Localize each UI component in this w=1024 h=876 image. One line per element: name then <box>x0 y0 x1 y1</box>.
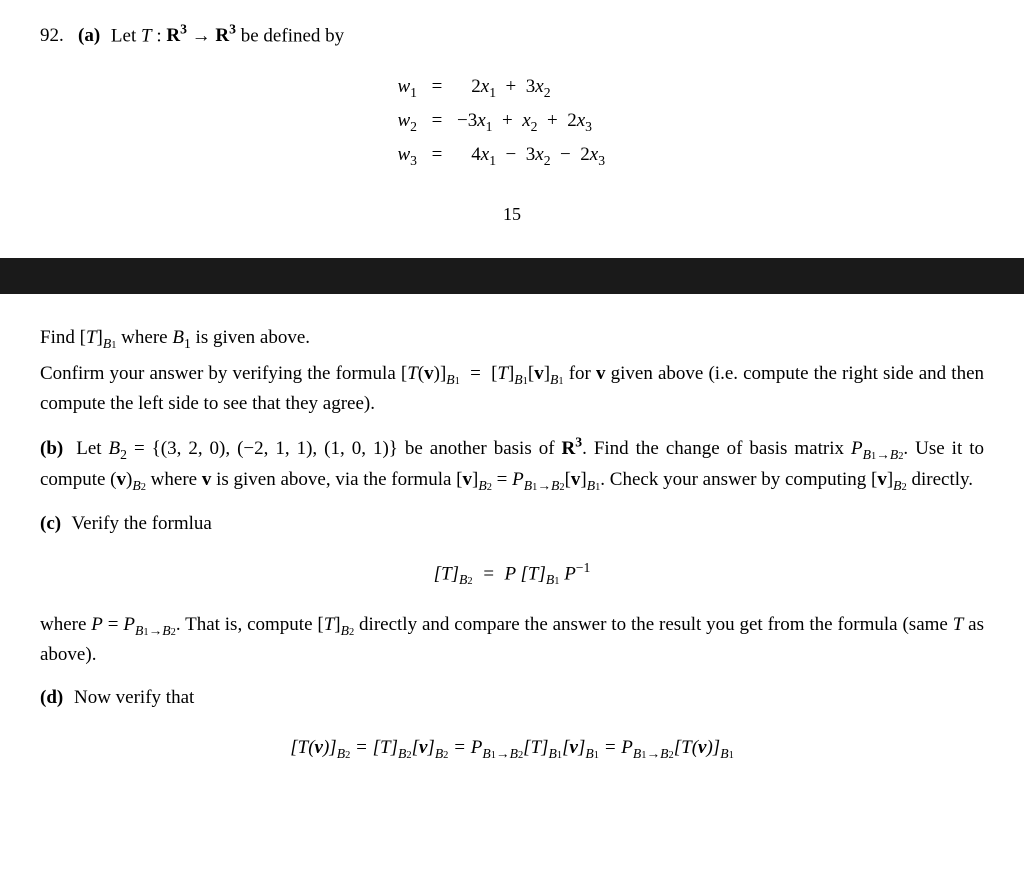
part-d-paragraph: (d) Now verify that <box>40 684 984 713</box>
find-paragraph: Find [T]B1 where B1 is given above. <box>40 324 984 354</box>
part-a-label: (a) <box>78 25 100 46</box>
eq-sign: = <box>417 73 457 102</box>
let-text: Let <box>111 25 136 46</box>
part-b-paragraph: (b) Let B2 = {(3, 2, 0), (−2, 1, 1), (1,… <box>40 433 984 496</box>
display-formula-1: [T]B2 = P [T]B1 P−1 <box>40 558 984 591</box>
T-map-notation: T : R3 → R3 <box>141 25 241 46</box>
part-d-label: (d) <box>40 687 63 708</box>
eq-rhs: 2x1 + 3x2 <box>457 73 657 103</box>
problem-header: 92. (a) Let T : R3 → R3 be defined by <box>40 20 984 51</box>
part-c-paragraph: (c) Verify the formlua <box>40 510 984 539</box>
display-formula-2: [T(v)]B2 = [T]B2[v]B2 = PB1→B2[T]B1[v]B1… <box>40 734 984 764</box>
problem-number: 92. <box>40 22 78 51</box>
page-number: 15 <box>40 201 984 228</box>
part-b-text: Let B2 = {(3, 2, 0), (−2, 1, 1), (1, 0, … <box>40 438 984 489</box>
eq-lhs: w3 <box>367 141 417 171</box>
eq-lhs: w1 <box>367 73 417 103</box>
equation-row: w1 = 2x1 + 3x2 <box>367 73 657 103</box>
upper-section: 92. (a) Let T : R3 → R3 be defined by w1… <box>0 0 1024 258</box>
part-c-label: (c) <box>40 513 61 534</box>
eq-sign: = <box>417 107 457 136</box>
equation-row: w2 = −3x1 + x2 + 2x3 <box>367 107 657 137</box>
part-b-label: (b) <box>40 438 63 459</box>
equation-row: w3 = 4x1 − 3x2 − 2x3 <box>367 141 657 171</box>
part-c-text: Verify the formlua <box>72 513 212 534</box>
eq-sign: = <box>417 141 457 170</box>
eq-rhs: 4x1 − 3x2 − 2x3 <box>457 141 657 171</box>
confirm-paragraph: Confirm your answer by verifying the for… <box>40 360 984 419</box>
eq-rhs: −3x1 + x2 + 2x3 <box>457 107 657 137</box>
section-divider <box>0 258 1024 294</box>
where-paragraph: where P = PB1→B2. That is, compute [T]B2… <box>40 611 984 670</box>
eq-lhs: w2 <box>367 107 417 137</box>
part-a-intro: (a) Let T : R3 → R3 be defined by <box>78 20 344 51</box>
equations-block: w1 = 2x1 + 3x2 w2 = −3x1 + x2 + 2x3 w3 =… <box>367 69 657 176</box>
part-d-text: Now verify that <box>74 687 194 708</box>
lower-section: Find [T]B1 where B1 is given above. Conf… <box>0 294 1024 793</box>
intro-tail: be defined by <box>241 25 344 46</box>
